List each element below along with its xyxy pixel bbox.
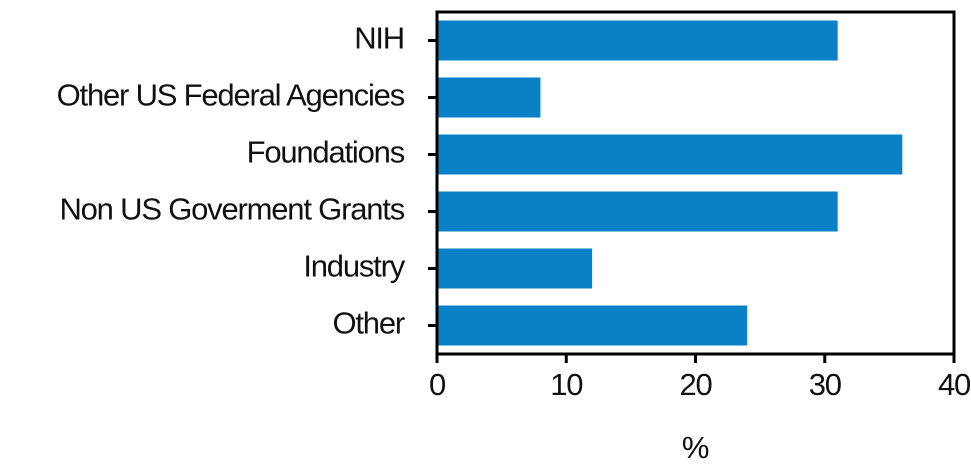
y-tick-label: Industry: [303, 249, 405, 284]
bar: [437, 191, 838, 232]
x-tick-label: 0: [429, 367, 446, 402]
x-tick-label: 20: [679, 367, 712, 402]
bar: [437, 248, 593, 289]
bar: [437, 134, 903, 175]
y-tick-label: Other: [332, 306, 404, 341]
y-tick-label: NIH: [354, 21, 404, 56]
x-tick-label: 30: [809, 367, 842, 402]
bar: [437, 20, 838, 61]
x-tick-label: 40: [938, 367, 971, 402]
x-axis-label: %: [682, 430, 709, 465]
plot-frame: [435, 10, 956, 356]
y-tick-label: Other US Federal Agencies: [57, 78, 405, 113]
y-tick-label: Non US Goverment Grants: [59, 192, 404, 227]
bar: [437, 77, 541, 118]
x-tick-label: 10: [550, 367, 583, 402]
y-tick-label: Foundations: [247, 135, 405, 170]
bar: [437, 305, 748, 346]
